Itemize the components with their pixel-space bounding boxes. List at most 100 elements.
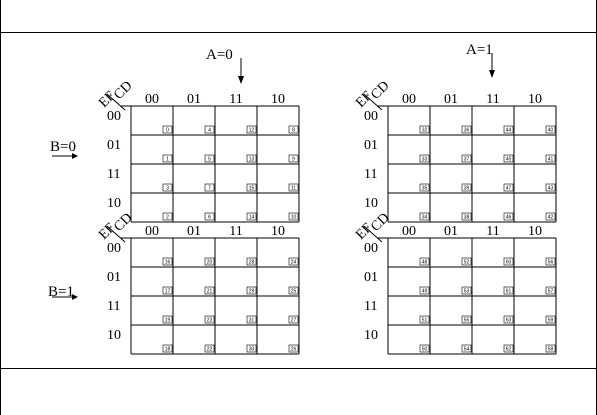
col-header: 01 bbox=[187, 224, 201, 239]
cell-index: 52 bbox=[461, 257, 472, 266]
b0-label: B=0 bbox=[50, 139, 76, 155]
svg-text:51: 51 bbox=[422, 318, 428, 324]
cell-index: 14 bbox=[246, 212, 257, 221]
top-divider bbox=[0, 32, 597, 33]
col-header: 00 bbox=[145, 224, 159, 239]
left-border bbox=[0, 0, 1, 415]
cell-index: 7 bbox=[204, 183, 215, 192]
row-header: 10 bbox=[107, 196, 121, 211]
col-header: 10 bbox=[271, 92, 285, 107]
svg-text:15: 15 bbox=[249, 186, 255, 192]
row-header: 01 bbox=[107, 138, 121, 153]
svg-text:40: 40 bbox=[548, 128, 554, 134]
svg-text:35: 35 bbox=[422, 186, 428, 192]
svg-text:36: 36 bbox=[464, 128, 470, 134]
svg-text:21: 21 bbox=[207, 289, 213, 295]
svg-text:63: 63 bbox=[506, 318, 512, 324]
svg-text:8: 8 bbox=[292, 128, 295, 134]
svg-text:45: 45 bbox=[506, 157, 512, 163]
svg-text:9: 9 bbox=[292, 157, 295, 163]
cell-index: 56 bbox=[545, 257, 556, 266]
svg-text:57: 57 bbox=[548, 289, 554, 295]
a0-label: A=0 bbox=[206, 47, 233, 63]
cell-index: 59 bbox=[545, 315, 556, 324]
svg-text:25: 25 bbox=[291, 289, 297, 295]
cell-index: 22 bbox=[204, 344, 215, 353]
cell-index: 38 bbox=[461, 212, 472, 221]
row-header: 00 bbox=[107, 109, 121, 124]
cell-index: 36 bbox=[461, 125, 472, 134]
a0-arrow bbox=[238, 58, 244, 84]
cell-index: 33 bbox=[419, 154, 430, 163]
col-header: 01 bbox=[187, 92, 201, 107]
cell-index: 47 bbox=[503, 183, 514, 192]
svg-text:58: 58 bbox=[548, 347, 554, 353]
svg-text:46: 46 bbox=[506, 215, 512, 221]
col-header: 10 bbox=[271, 224, 285, 239]
row-header: 11 bbox=[107, 167, 120, 182]
cell-index: 16 bbox=[162, 257, 173, 266]
cell-index: 35 bbox=[419, 183, 430, 192]
svg-text:3: 3 bbox=[166, 186, 169, 192]
svg-text:41: 41 bbox=[548, 157, 554, 163]
cell-index: 37 bbox=[461, 154, 472, 163]
svg-text:37: 37 bbox=[464, 157, 470, 163]
b1-label: B=1 bbox=[48, 284, 74, 300]
svg-text:62: 62 bbox=[506, 347, 512, 353]
svg-text:4: 4 bbox=[208, 128, 211, 134]
col-header: 00 bbox=[402, 224, 416, 239]
row-header: 01 bbox=[107, 270, 121, 285]
cell-index: 53 bbox=[461, 286, 472, 295]
row-header: 11 bbox=[364, 167, 377, 182]
cell-index: 44 bbox=[503, 125, 514, 134]
svg-text:33: 33 bbox=[422, 157, 428, 163]
cell-index: 49 bbox=[419, 286, 430, 295]
svg-text:18: 18 bbox=[165, 347, 171, 353]
cell-index: 21 bbox=[204, 286, 215, 295]
svg-text:5: 5 bbox=[208, 157, 211, 163]
cell-index: 13 bbox=[246, 154, 257, 163]
svg-text:2: 2 bbox=[166, 215, 169, 221]
svg-text:38: 38 bbox=[464, 215, 470, 221]
cell-index: 3 bbox=[162, 183, 173, 192]
col-header: 01 bbox=[444, 224, 458, 239]
cell-index: 50 bbox=[419, 344, 430, 353]
cell-index: 48 bbox=[419, 257, 430, 266]
a1-label: A=1 bbox=[466, 42, 493, 58]
cell-index: 9 bbox=[288, 154, 299, 163]
svg-text:30: 30 bbox=[249, 347, 255, 353]
cell-index: 17 bbox=[162, 286, 173, 295]
svg-text:17: 17 bbox=[165, 289, 171, 295]
b1-arrow bbox=[52, 294, 78, 300]
svg-text:0: 0 bbox=[166, 128, 169, 134]
cell-index: 60 bbox=[503, 257, 514, 266]
col-header: 11 bbox=[229, 92, 242, 107]
svg-text:1: 1 bbox=[166, 157, 169, 163]
cell-index: 8 bbox=[288, 125, 299, 134]
svg-text:6: 6 bbox=[208, 215, 211, 221]
svg-text:31: 31 bbox=[249, 318, 255, 324]
cell-index: 11 bbox=[288, 183, 299, 192]
cell-index: 26 bbox=[288, 344, 299, 353]
svg-text:60: 60 bbox=[506, 260, 512, 266]
kmap-diagonal bbox=[106, 225, 126, 243]
row-header: 00 bbox=[364, 241, 378, 256]
cell-index: 39 bbox=[461, 183, 472, 192]
cell-index: 4 bbox=[204, 125, 215, 134]
row-header: 10 bbox=[107, 328, 121, 343]
cell-index: 25 bbox=[288, 286, 299, 295]
svg-text:56: 56 bbox=[548, 260, 554, 266]
svg-text:55: 55 bbox=[464, 318, 470, 324]
cell-index: 2 bbox=[162, 212, 173, 221]
cell-index: 34 bbox=[419, 212, 430, 221]
cell-index: 0 bbox=[162, 125, 173, 134]
svg-text:61: 61 bbox=[506, 289, 512, 295]
cell-index: 32 bbox=[419, 125, 430, 134]
cell-index: 24 bbox=[288, 257, 299, 266]
kmap-diagonal bbox=[106, 93, 126, 111]
